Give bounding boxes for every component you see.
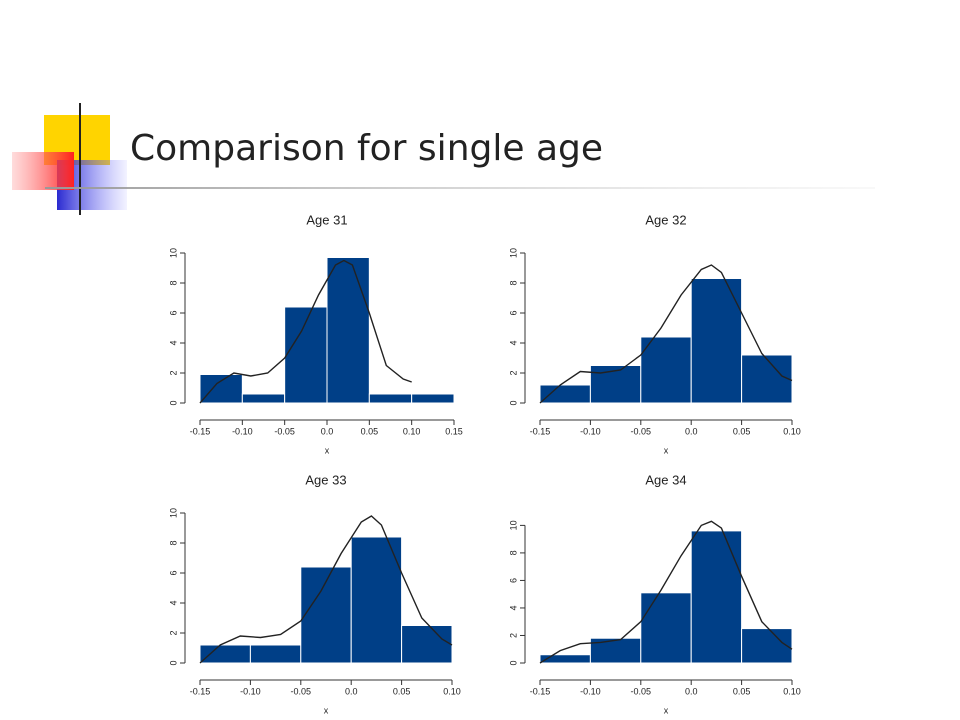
x-tick-label: -0.05 bbox=[291, 686, 312, 696]
x-tick-label: 0.05 bbox=[393, 686, 411, 696]
y-tick-label: 4 bbox=[508, 340, 518, 345]
x-tick-label: -0.10 bbox=[240, 686, 261, 696]
x-tick-label: -0.10 bbox=[580, 426, 601, 436]
x-axis-label: x bbox=[325, 445, 330, 455]
y-tick-label: 2 bbox=[508, 370, 518, 375]
bar bbox=[690, 530, 743, 664]
y-tick-label: 8 bbox=[168, 540, 178, 545]
x-tick-label: -0.05 bbox=[631, 686, 652, 696]
x-tick-label: 0.05 bbox=[733, 426, 751, 436]
density-curve bbox=[199, 515, 453, 664]
bar bbox=[199, 644, 251, 664]
x-tick-label: -0.15 bbox=[530, 426, 551, 436]
bar bbox=[411, 393, 455, 404]
x-tick-label: -0.15 bbox=[190, 686, 211, 696]
deco-hline bbox=[45, 187, 875, 189]
x-tick-label: 0.0 bbox=[685, 426, 698, 436]
x-tick-label: -0.15 bbox=[530, 686, 551, 696]
bar bbox=[539, 384, 591, 404]
y-tick-label: 2 bbox=[168, 630, 178, 635]
bar bbox=[640, 336, 692, 404]
bar bbox=[741, 628, 793, 664]
x-tick-label: -0.05 bbox=[274, 426, 295, 436]
y-tick-label: 6 bbox=[168, 570, 178, 575]
bar bbox=[640, 592, 692, 664]
y-tick-label: 2 bbox=[508, 633, 518, 638]
y-tick-label: 8 bbox=[508, 550, 518, 555]
x-tick-label: 0.05 bbox=[733, 686, 751, 696]
x-tick-label: 0.10 bbox=[783, 686, 801, 696]
x-tick-label: 0.15 bbox=[445, 426, 463, 436]
y-tick-label: 8 bbox=[168, 280, 178, 285]
y-tick-label: 4 bbox=[168, 600, 178, 605]
x-tick-label: -0.10 bbox=[580, 686, 601, 696]
x-tick-label: -0.15 bbox=[190, 426, 211, 436]
deco-red bbox=[12, 152, 74, 190]
y-tick-label: 2 bbox=[168, 370, 178, 375]
x-tick-label: 0.10 bbox=[443, 686, 461, 696]
y-tick-label: 0 bbox=[508, 400, 518, 405]
bar bbox=[368, 393, 413, 404]
slide-title: Comparison for single age bbox=[130, 128, 603, 169]
y-tick-label: 8 bbox=[508, 280, 518, 285]
x-tick-label: 0.0 bbox=[345, 686, 358, 696]
panel-title: Age 32 bbox=[645, 212, 686, 227]
y-tick-label: 0 bbox=[508, 660, 518, 665]
density-curve bbox=[199, 259, 412, 404]
bar bbox=[199, 374, 243, 404]
bar bbox=[589, 365, 642, 404]
x-tick-label: 0.0 bbox=[685, 686, 698, 696]
bar bbox=[350, 536, 403, 664]
y-tick-label: 6 bbox=[168, 310, 178, 315]
panel-title: Age 33 bbox=[305, 472, 346, 487]
y-tick-label: 6 bbox=[508, 310, 518, 315]
bar bbox=[241, 393, 286, 404]
x-axis-label: x bbox=[324, 705, 329, 715]
bar bbox=[401, 625, 453, 664]
x-axis-label: x bbox=[664, 705, 669, 715]
x-tick-label: 0.0 bbox=[321, 426, 334, 436]
x-tick-label: 0.10 bbox=[783, 426, 801, 436]
y-tick-label: 6 bbox=[508, 578, 518, 583]
x-tick-label: 0.10 bbox=[403, 426, 421, 436]
density-curve bbox=[539, 520, 793, 664]
y-tick-label: 0 bbox=[168, 400, 178, 405]
x-tick-label: 0.05 bbox=[361, 426, 379, 436]
y-tick-label: 10 bbox=[168, 248, 178, 258]
x-tick-label: -0.10 bbox=[232, 426, 253, 436]
x-tick-label: -0.05 bbox=[631, 426, 652, 436]
bar bbox=[326, 257, 370, 404]
bar bbox=[690, 278, 743, 404]
y-tick-label: 10 bbox=[168, 508, 178, 518]
y-tick-label: 4 bbox=[508, 605, 518, 610]
bar bbox=[741, 354, 793, 404]
x-axis-label: x bbox=[664, 445, 669, 455]
bar bbox=[249, 644, 302, 664]
panel-title: Age 34 bbox=[645, 472, 686, 487]
y-tick-label: 0 bbox=[168, 660, 178, 665]
panel-title: Age 31 bbox=[306, 212, 347, 227]
density-curve bbox=[539, 264, 793, 404]
y-tick-label: 10 bbox=[508, 520, 518, 530]
y-tick-label: 10 bbox=[508, 248, 518, 258]
y-tick-label: 4 bbox=[168, 340, 178, 345]
